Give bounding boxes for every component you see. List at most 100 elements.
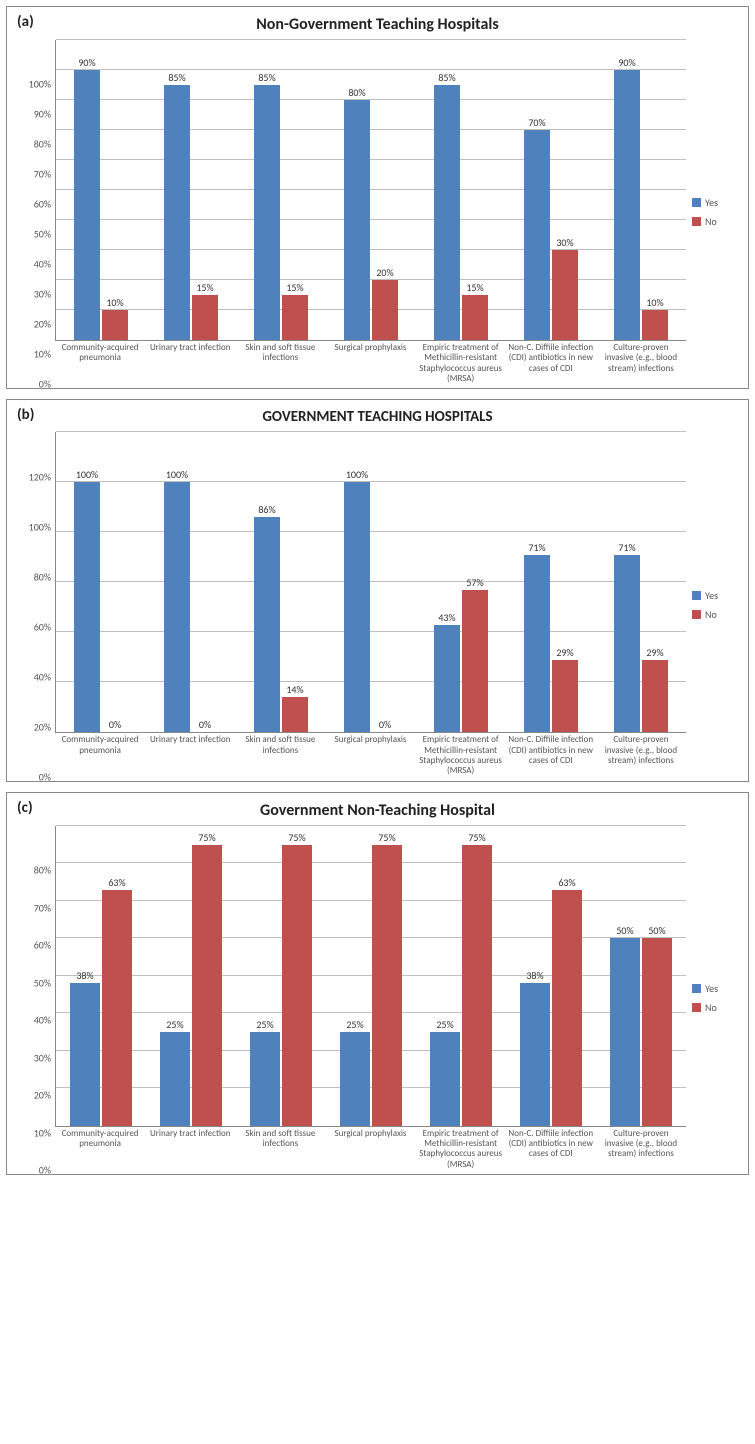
bar-value-label: 25% (166, 1018, 183, 1031)
y-axis: 0%10%20%30%40%50%60%70%80%90%100% (15, 40, 55, 384)
legend: Yes No (686, 826, 740, 1170)
bar-group: 38% 63% (56, 826, 146, 1126)
x-label: Urinary tract infection (145, 735, 235, 776)
bar-value-label: 20% (376, 266, 393, 279)
bar-value-label: 38% (526, 969, 543, 982)
bar-value-label: 71% (528, 541, 545, 554)
bar-no: 20% (372, 280, 398, 340)
legend-label: Yes (705, 196, 718, 209)
bar-value-label: 10% (106, 296, 123, 309)
bar-group: 90%10% (56, 40, 146, 340)
legend-item-no: No (692, 1001, 740, 1014)
x-label: Community-acquired pneumonia (55, 735, 145, 776)
bar-group: 43%57% (416, 432, 506, 732)
legend: YesNo (686, 432, 740, 776)
panel-b: (b)GOVERNMENT TEACHING HOSPITALS0%20%40%… (6, 399, 749, 781)
y-tick: 40% (34, 1014, 51, 1027)
legend-swatch-icon (692, 217, 701, 226)
bar-value-label: 70% (528, 116, 545, 129)
bar-no: 15% (462, 295, 488, 340)
panel-label: (b) (17, 406, 34, 424)
bar-group: 25% 75% (146, 826, 236, 1126)
x-label: Community-acquired pneumonia (55, 343, 145, 384)
y-tick: 80% (34, 864, 51, 877)
y-tick: 0% (39, 770, 51, 783)
chart-title: Non-Government Teaching Hospitals (15, 15, 740, 34)
bar-value-label: 75% (288, 831, 305, 844)
bar-group: 38%63% (506, 826, 596, 1126)
y-tick: 10% (34, 1126, 51, 1139)
x-label: Culture-proven invasive (e.g., blood str… (596, 1129, 686, 1170)
bar-value-label: 25% (346, 1018, 363, 1031)
legend-swatch-icon (692, 198, 701, 207)
y-tick: 40% (34, 258, 51, 271)
bar-value-label: 14% (286, 683, 303, 696)
y-tick: 60% (34, 939, 51, 952)
bar-value-label: 25% (256, 1018, 273, 1031)
bar-value-label: 15% (466, 281, 483, 294)
legend-item-yes: Yes (692, 982, 740, 995)
bar-value-label: 0% (109, 718, 121, 731)
bar-value-label: 100% (76, 468, 98, 481)
bar-no: 50% (642, 938, 672, 1126)
x-label: Culture-proven invasive (e.g., blood str… (596, 343, 686, 384)
bar-yes: 50% (610, 938, 640, 1126)
bar-group: 80% 20% (326, 40, 416, 340)
bar-value-label: 15% (286, 281, 303, 294)
panel-label: (a) (17, 13, 34, 31)
bar-value-label: 29% (556, 646, 573, 659)
bar-group: 25% 75% (236, 826, 326, 1126)
x-label: Non-C. Diffiile infection (CDI) antibiot… (506, 735, 596, 776)
legend-item-yes: Yes (692, 196, 740, 209)
bar-no: 75% (372, 845, 402, 1126)
bar-value-label: 86% (258, 503, 275, 516)
y-tick: 80% (34, 570, 51, 583)
bar-group: 71%29% (596, 432, 686, 732)
bar-group: 25% 75% (326, 826, 416, 1126)
bar-group: 100%0% (326, 432, 416, 732)
bar-no: 15% (282, 295, 308, 340)
bar-group: 100% 0% (146, 432, 236, 732)
y-tick: 10% (34, 348, 51, 361)
bar-value-label: 38% (76, 969, 93, 982)
x-label: Empiric treatment of Methicillin-resista… (416, 1129, 506, 1170)
x-label: Empiric treatment of Methicillin-resista… (416, 735, 506, 776)
bar-no: 63% (102, 890, 132, 1126)
bar-no: 75% (192, 845, 222, 1126)
bar-yes: 90% (74, 70, 100, 340)
bar-yes: 25% (430, 1032, 460, 1126)
legend-label: No (705, 1001, 717, 1014)
bar-group: 100% 0% (56, 432, 146, 732)
bar-value-label: 85% (258, 71, 275, 84)
bar-value-label: 25% (436, 1018, 453, 1031)
x-label: Urinary tract infection (145, 1129, 235, 1170)
y-tick: 0% (39, 1164, 51, 1177)
y-tick: 100% (29, 520, 51, 533)
legend-item-no: No (692, 215, 740, 228)
bar-value-label: 0% (199, 718, 211, 731)
x-label: Surgical prophylaxis (325, 1129, 415, 1170)
bar-no: 29% (552, 660, 578, 733)
bar-value-label: 80% (348, 86, 365, 99)
x-label: Non-C. Diffiile infection (CDI) antibiot… (506, 343, 596, 384)
bar-yes: 38% (520, 983, 550, 1126)
plot-area: 90%10%85%15%85%15%80%20%85%15%70%30%90%1… (55, 40, 686, 341)
x-label: Surgical prophylaxis (325, 735, 415, 776)
y-tick: 30% (34, 1051, 51, 1064)
y-tick: 60% (34, 620, 51, 633)
x-axis: Community-acquired pneumoniaUrinary trac… (55, 1129, 686, 1170)
bar-group: 50%50% (596, 826, 686, 1126)
bar-value-label: 100% (166, 468, 188, 481)
bar-no: 30% (552, 250, 578, 340)
y-tick: 50% (34, 976, 51, 989)
bar-group: 25%75% (416, 826, 506, 1126)
x-label: Empiric treatment of Methicillin-resista… (416, 343, 506, 384)
x-label: Urinary tract infection (145, 343, 235, 384)
bar-yes: 85% (254, 85, 280, 340)
legend-label: Yes (705, 982, 718, 995)
y-tick: 60% (34, 198, 51, 211)
bar-no: 10% (102, 310, 128, 340)
bar-group: 85%15% (146, 40, 236, 340)
bar-value-label: 50% (616, 924, 633, 937)
figure-root: (a)Non-Government Teaching Hospitals0%10… (6, 6, 749, 1175)
